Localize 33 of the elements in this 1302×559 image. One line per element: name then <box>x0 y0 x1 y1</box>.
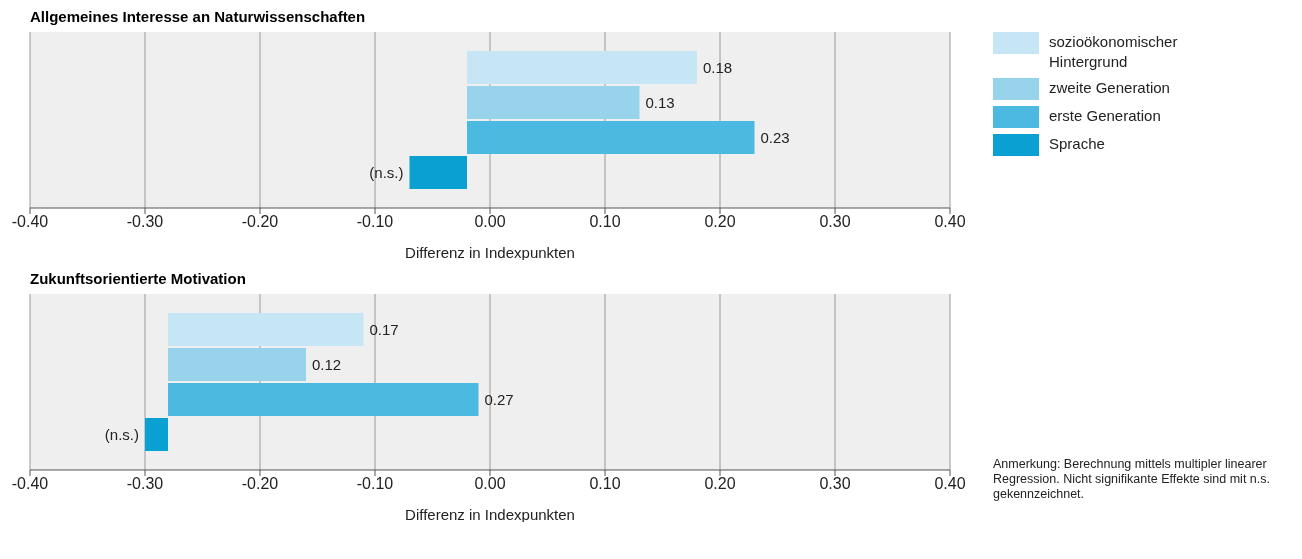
data-label: 0.23 <box>760 128 790 146</box>
x-tick-label: 0.00 <box>474 213 506 231</box>
x-tick-label: 0.00 <box>474 475 506 493</box>
legend-label: Sprache <box>1049 134 1105 154</box>
data-label: 0.13 <box>645 93 675 111</box>
text: Anmerkung: Berechnung mittels multipler linearer Regression. Nicht signifikante Effekte sind mit n.s. gekennzeichnet. <box>993 457 1271 502</box>
x-tick-label: -0.10 <box>356 475 394 493</box>
data-label: 0.27 <box>484 390 514 408</box>
x-tick-label: 0.40 <box>934 475 966 493</box>
x-tick-label: -0.40 <box>11 475 49 493</box>
x-tick-label: 0.10 <box>589 475 621 493</box>
x-tick-label: 0.10 <box>589 213 621 231</box>
legend-label: erste Generation <box>1049 106 1161 126</box>
data-label: 0.18 <box>703 58 733 76</box>
x-tick-label: -0.30 <box>126 475 164 493</box>
legend-label: zweite Generation <box>1049 78 1170 98</box>
data-label: (n.s.) <box>104 425 139 443</box>
chart-title: Zukunftsorientierte Motivation <box>30 270 247 289</box>
x-tick-label: 0.30 <box>819 213 851 231</box>
x-tick-label: 0.30 <box>819 475 851 493</box>
data-label: (n.s.) <box>369 163 404 181</box>
chart-title: Allgemeines Interesse an Naturwissenschaften <box>30 8 367 27</box>
x-tick-label: -0.10 <box>356 213 394 231</box>
data-label: 0.12 <box>312 355 342 373</box>
x-tick-label: -0.20 <box>241 213 279 231</box>
x-tick-label: -0.30 <box>126 213 164 231</box>
data-label: 0.17 <box>369 320 399 338</box>
x-tick-label: 0.20 <box>704 475 736 493</box>
x-tick-label: 0.20 <box>704 213 736 231</box>
x-tick-label: -0.40 <box>11 213 49 231</box>
x-tick-label: 0.40 <box>934 213 966 231</box>
x-tick-label: -0.20 <box>241 475 279 493</box>
legend-label: sozioökonomischer Hintergrund <box>1049 32 1179 72</box>
